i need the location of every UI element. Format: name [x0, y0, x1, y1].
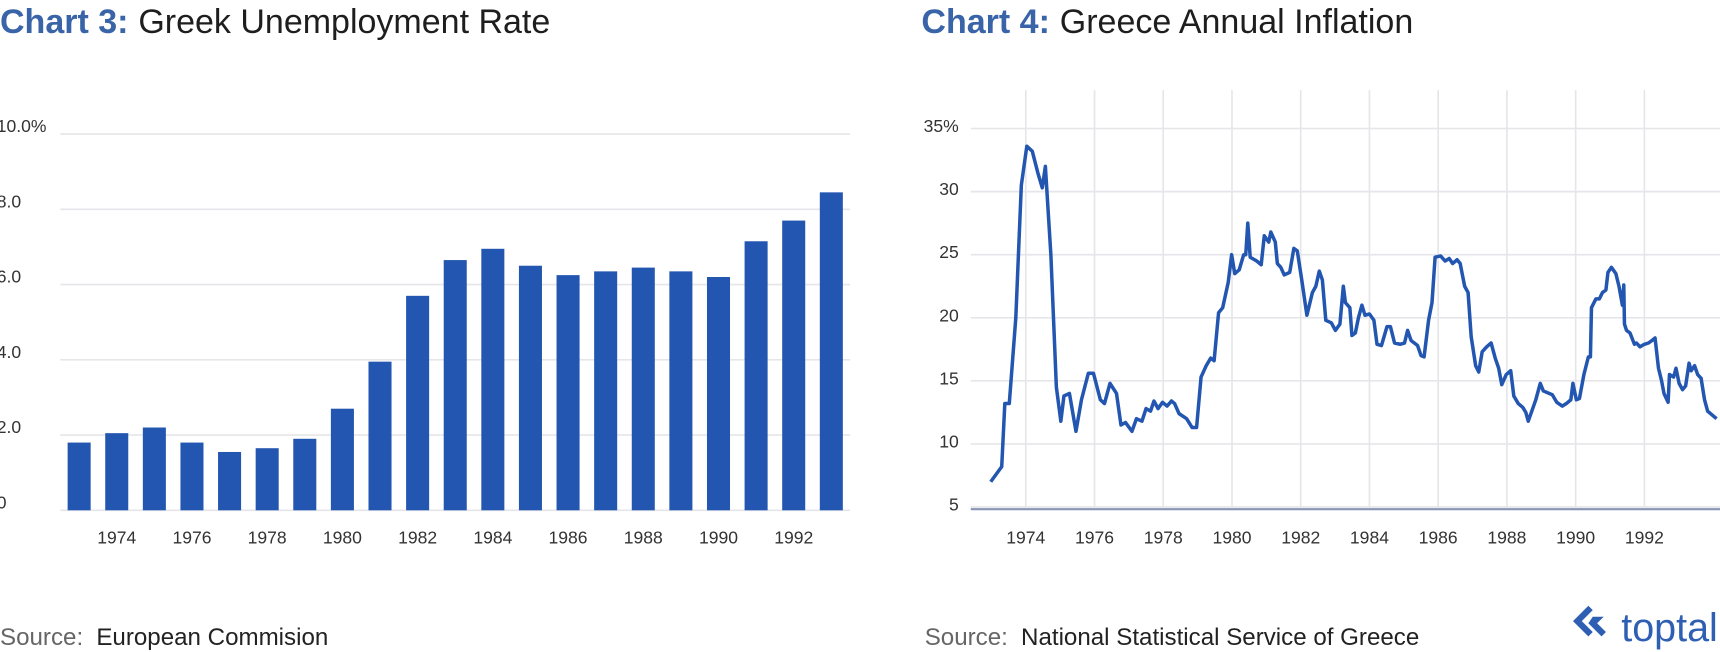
bar [368, 361, 392, 511]
source: Source: European Commision [0, 624, 328, 651]
source-text: European Commision [96, 624, 328, 651]
chart-title: Chart 3: Greek Unemployment Rate [0, 3, 550, 41]
y-tick-label: 25 [939, 242, 959, 262]
bar [819, 192, 843, 511]
x-tick-label: 1980 [1212, 527, 1251, 547]
x-tick-label: 1978 [1144, 527, 1183, 547]
x-tick-label: 1992 [1625, 527, 1664, 547]
logo: toptal [1573, 605, 1718, 650]
x-tick-label: 1986 [549, 527, 588, 547]
line-series [989, 144, 1718, 483]
x-tick-label: 1980 [323, 527, 362, 547]
y-tick-label: 15 [939, 368, 959, 388]
y-tick-label: 20 [939, 305, 959, 325]
logo-icon [1573, 605, 1606, 637]
bar [67, 442, 91, 511]
bar [481, 248, 505, 511]
y-tick-label: 2.0 [0, 417, 21, 437]
x-tick-label: 1974 [1006, 527, 1045, 547]
x-tick-label: 1988 [624, 527, 663, 547]
logo-text: toptal [1621, 606, 1718, 650]
source-label: Source: [0, 624, 83, 651]
title-text: Greek Unemployment Rate [138, 3, 550, 41]
title-text: Greece Annual Inflation [1060, 3, 1413, 41]
x-tick-label: 1990 [1556, 527, 1595, 547]
y-tick-label: 8.0 [0, 191, 21, 211]
x-tick-label: 1988 [1487, 527, 1526, 547]
bar [631, 267, 655, 511]
x-tick-label: 1974 [97, 527, 136, 547]
bar [255, 448, 279, 511]
x-tick-label: 1984 [473, 527, 512, 547]
bar [744, 241, 768, 511]
source: Source: National Statistical Service of G… [925, 624, 1420, 651]
bar [142, 427, 166, 511]
source-label: Source: [925, 624, 1008, 651]
bar [293, 438, 317, 511]
source-text: National Statistical Service of Greece [1021, 624, 1419, 651]
bar [180, 442, 204, 511]
bar [556, 275, 580, 511]
x-tick-label: 1992 [774, 527, 813, 547]
y-tick-label: 4.0 [0, 342, 21, 362]
y-tick-label: 0 [0, 492, 7, 512]
bar [518, 265, 542, 511]
bar [706, 277, 731, 511]
x-tick-label: 1976 [172, 527, 211, 547]
bar [594, 271, 618, 511]
title-label: Chart 4: [921, 3, 1049, 41]
y-tick-label: 10.0% [0, 116, 46, 136]
y-tick-label: 10 [939, 431, 959, 451]
x-tick-label: 1984 [1350, 527, 1389, 547]
x-tick-label: 1978 [248, 527, 287, 547]
y-tick-label: 30 [939, 179, 959, 199]
x-tick-label: 1976 [1075, 527, 1114, 547]
x-tick-label: 1990 [699, 527, 738, 547]
x-tick-label: 1982 [1281, 527, 1320, 547]
bar [105, 433, 129, 511]
bar [669, 271, 693, 511]
bar [443, 260, 467, 511]
bar [782, 220, 806, 511]
y-tick-label: 5 [949, 495, 959, 515]
bar [218, 451, 242, 511]
x-tick-label: 1982 [398, 527, 437, 547]
chart-title: Chart 4: Greece Annual Inflation [921, 3, 1413, 41]
bar [406, 295, 430, 511]
x-tick-label: 1986 [1419, 527, 1458, 547]
bar [330, 408, 354, 511]
title-label: Chart 3: [0, 3, 128, 41]
y-tick-label: 6.0 [0, 267, 21, 287]
y-tick-label: 35% [924, 116, 959, 136]
